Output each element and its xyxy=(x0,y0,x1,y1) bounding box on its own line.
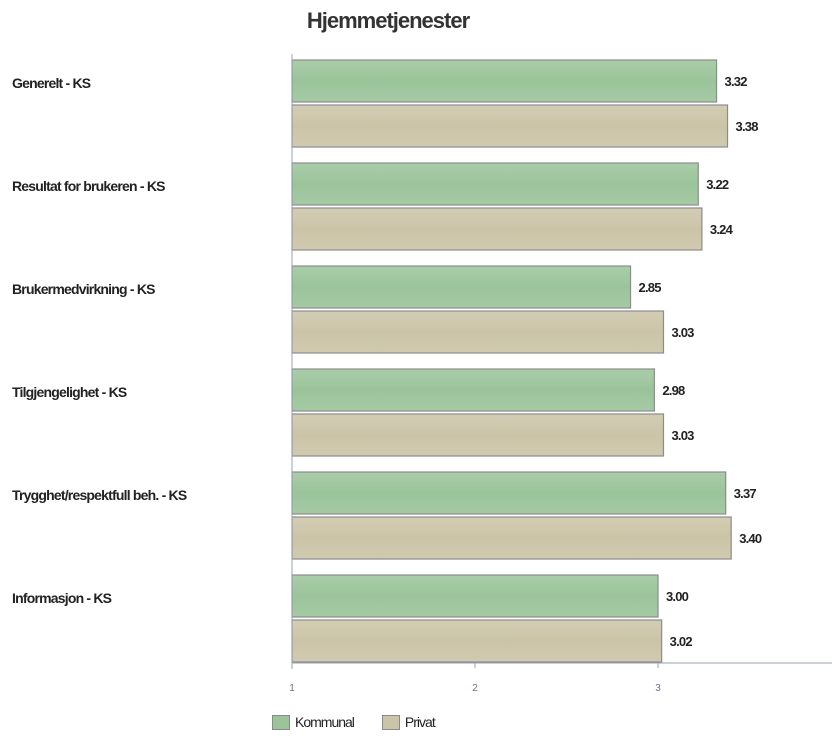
x-tick-label: 1 xyxy=(289,683,295,694)
legend-swatch-kommunal xyxy=(272,714,290,730)
category-label: Trygghet/respektfull beh. - KS xyxy=(12,487,187,503)
bar-kommunal xyxy=(291,59,718,103)
category-label: Resultat for brukeren - KS xyxy=(12,178,165,194)
data-label: 3.00 xyxy=(666,589,689,604)
x-tick-label: 2 xyxy=(472,683,478,694)
category-label: Brukermedvirkning - KS xyxy=(12,281,155,297)
bar-kommunal xyxy=(291,162,699,206)
bar-kommunal xyxy=(291,368,655,412)
category-label: Tilgjengelighet - KS xyxy=(12,384,127,400)
x-tick-label: 3 xyxy=(655,683,661,694)
bar-privat xyxy=(291,619,663,663)
legend-label-kommunal: Kommunal xyxy=(295,714,355,730)
data-label: 3.38 xyxy=(736,119,759,134)
bar-kommunal xyxy=(291,265,632,309)
category-label: Generelt - KS xyxy=(12,75,91,91)
data-label: 3.37 xyxy=(734,486,757,501)
chart-title: Hjemmetjenester xyxy=(306,8,470,33)
data-label: 3.22 xyxy=(706,177,729,192)
legend: Kommunal Privat xyxy=(272,714,463,730)
bar-privat xyxy=(291,310,665,354)
data-label: 2.85 xyxy=(639,280,662,295)
data-label: 3.24 xyxy=(710,222,734,237)
bar-privat xyxy=(291,104,729,148)
bar-privat xyxy=(291,207,703,251)
legend-label-privat: Privat xyxy=(404,714,436,730)
data-label: 3.40 xyxy=(739,531,762,546)
bar-kommunal xyxy=(291,471,727,515)
bar-privat xyxy=(291,516,732,560)
legend-item-kommunal: Kommunal xyxy=(272,714,355,730)
data-label: 2.98 xyxy=(662,383,685,398)
data-label: 3.03 xyxy=(671,428,694,443)
data-label: 3.02 xyxy=(670,634,693,649)
data-label: 3.32 xyxy=(725,74,748,89)
category-label: Informasjon - KS xyxy=(12,590,112,606)
legend-item-privat: Privat xyxy=(381,714,436,730)
legend-swatch-privat xyxy=(381,714,400,730)
bar-kommunal xyxy=(291,574,659,618)
data-label: 3.03 xyxy=(671,325,694,340)
bar-privat xyxy=(291,413,665,457)
